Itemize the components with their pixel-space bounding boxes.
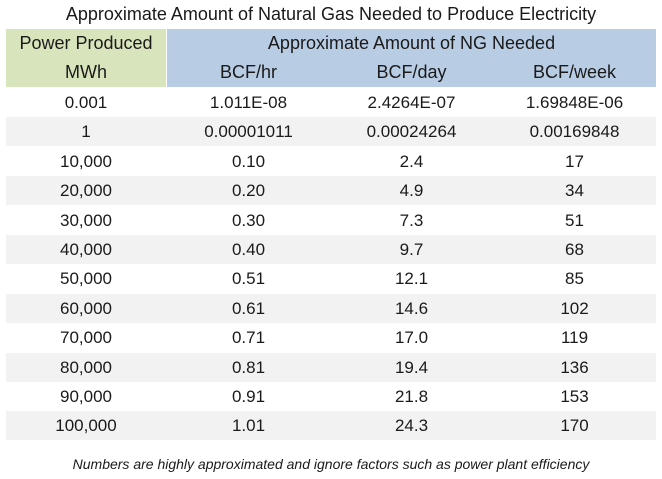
power-produced-header: Power Produced MWh (6, 29, 166, 87)
cell-bcf-hr: 0.81 (231, 357, 266, 377)
cell-bcf-hr: 0.20 (231, 181, 266, 201)
cell-bcf-week: 51 (565, 210, 584, 230)
cell-bcf-hr: 0.10 (231, 151, 266, 171)
cell-mwh: 40,000 (60, 240, 112, 259)
cell-mwh: 80,000 (60, 357, 112, 377)
ng-needed-label: Approximate Amount of NG Needed (267, 33, 556, 53)
cell-bcf-hr: 0.91 (231, 387, 266, 406)
col-header-bcf-day: BCF/day (376, 62, 447, 82)
cell-bcf-week: 153 (560, 387, 589, 406)
power-unit-label: MWh (65, 62, 107, 82)
cell-bcf-week: 170 (560, 416, 589, 436)
cell-bcf-week: 68 (565, 240, 584, 259)
table-row: 10,000 0.10 2.4 17 (6, 147, 656, 176)
cell-bcf-day: 0.00024264 (366, 122, 457, 142)
cell-bcf-week: 136 (560, 357, 589, 377)
table-row: 90,000 0.91 21.8 153 (6, 382, 656, 411)
cell-bcf-day: 17.0 (394, 328, 429, 348)
cell-mwh: 10,000 (60, 151, 112, 171)
cell-bcf-week: 85 (565, 269, 584, 289)
cell-bcf-week: 17 (565, 151, 584, 171)
table-row: 100,000 1.01 24.3 170 (6, 411, 656, 441)
cell-bcf-day: 2.4 (399, 151, 424, 171)
table-row: 1 0.00001011 0.00024264 0.00169848 (6, 117, 656, 147)
footnote: Numbers are highly approximated and igno… (72, 456, 590, 472)
cell-bcf-hr: 0.40 (231, 240, 266, 259)
cell-bcf-day: 7.3 (399, 210, 424, 230)
cell-bcf-hr: 0.30 (231, 210, 266, 230)
cell-bcf-day: 4.9 (399, 181, 424, 201)
cell-bcf-week: 102 (560, 298, 589, 318)
table-row: 40,000 0.40 9.7 68 (6, 235, 656, 264)
cell-mwh: 60,000 (60, 298, 112, 318)
table-row: 60,000 0.61 14.6 102 (6, 293, 656, 323)
cell-bcf-day: 12.1 (394, 269, 429, 289)
table-row: 0.001 1.011E-08 2.4264E-07 1.69848E-06 (6, 88, 656, 117)
col-header-bcf-hr: BCF/hr (219, 62, 277, 82)
table-row: 80,000 0.81 19.4 136 (6, 352, 656, 382)
cell-bcf-day: 9.7 (399, 240, 424, 259)
table-title: Approximate Amount of Natural Gas Needed… (65, 4, 597, 24)
cell-bcf-day: 14.6 (394, 298, 429, 318)
cell-mwh: 0.001 (64, 93, 108, 112)
cell-bcf-week: 1.69848E-06 (525, 93, 624, 112)
cell-bcf-hr: 0.61 (231, 298, 266, 318)
cell-bcf-day: 19.4 (394, 357, 429, 377)
power-produced-label: Power Produced (19, 33, 153, 53)
cell-mwh: 90,000 (60, 387, 112, 406)
cell-bcf-hr: 1.01 (231, 416, 266, 436)
cell-mwh: 100,000 (55, 416, 117, 436)
cell-mwh: 20,000 (60, 181, 112, 201)
cell-bcf-hr: 0.71 (231, 328, 266, 348)
cell-mwh: 1 (81, 122, 91, 142)
table-row: 30,000 0.30 7.3 51 (6, 206, 656, 235)
table-row: 50,000 0.51 12.1 85 (6, 264, 656, 293)
cell-mwh: 50,000 (60, 269, 112, 289)
cell-bcf-hr: 1.011E-08 (209, 93, 288, 112)
cell-bcf-hr: 0.00001011 (204, 122, 293, 142)
cell-bcf-day: 21.8 (394, 387, 429, 406)
cell-bcf-week: 34 (565, 181, 584, 201)
cell-bcf-day: 24.3 (394, 416, 429, 436)
cell-bcf-day: 2.4264E-07 (367, 93, 456, 112)
cell-bcf-week: 119 (560, 328, 589, 348)
ng-needed-header: Approximate Amount of NG Needed BCF/hr B… (167, 29, 656, 87)
table-row: 20,000 0.20 4.9 34 (6, 176, 656, 206)
col-header-bcf-week: BCF/week (532, 62, 617, 82)
table-row: 70,000 0.71 17.0 119 (6, 323, 656, 352)
cell-bcf-week: 0.00169848 (529, 122, 620, 142)
cell-bcf-hr: 0.51 (231, 269, 266, 289)
cell-mwh: 70,000 (60, 328, 112, 348)
cell-mwh: 30,000 (60, 210, 112, 230)
